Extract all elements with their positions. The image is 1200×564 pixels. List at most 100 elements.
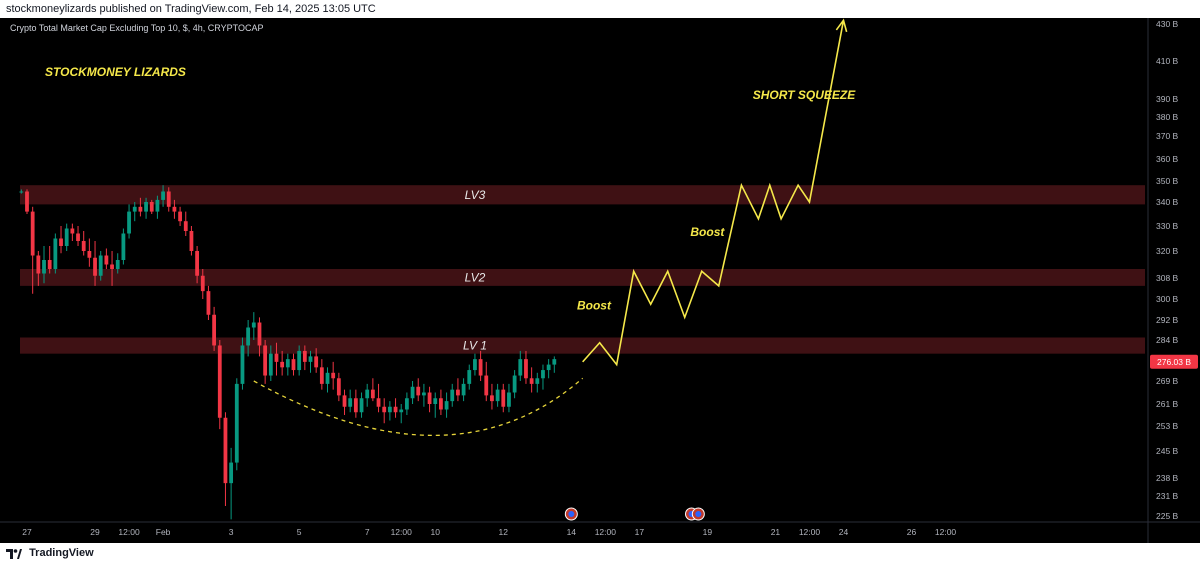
candle-body	[308, 356, 313, 362]
chart-title: Crypto Total Market Cap Excluding Top 10…	[10, 23, 263, 33]
candle-body	[484, 375, 489, 396]
projection-arrowhead	[835, 18, 848, 33]
candle-body	[138, 206, 143, 212]
price-tick-label: 410 B	[1156, 56, 1179, 66]
candle-body	[172, 206, 177, 212]
candle-body	[76, 233, 80, 241]
candle-body	[19, 191, 24, 193]
price-tick-label: 360 B	[1156, 154, 1179, 164]
candle-body	[183, 221, 188, 231]
candle-body	[353, 398, 358, 413]
candle-body	[422, 392, 426, 396]
price-chart[interactable]: LV3 LV2 LV 1 Boost Boost SHORT SQUEEZE Crypto …	[0, 18, 1200, 543]
candle-body	[251, 322, 256, 328]
candle-body	[297, 350, 302, 371]
annotation-label: Boost	[690, 225, 725, 239]
candle-body	[53, 238, 58, 269]
publisher-text: stockmoneylizards published on TradingVi…	[6, 3, 376, 15]
candle-body	[393, 406, 398, 413]
candle-body	[495, 389, 500, 402]
time-tick-label: 24	[839, 527, 849, 537]
price-tick-label: 350 B	[1156, 176, 1179, 186]
candle-body	[268, 353, 273, 376]
us-flag-event-icon[interactable]	[564, 507, 578, 521]
candle-body	[427, 392, 432, 404]
candle-body	[47, 260, 52, 269]
candle-body	[416, 386, 421, 396]
candle-body	[370, 389, 375, 399]
candle-body	[189, 231, 194, 251]
candle-body	[507, 392, 511, 407]
candle-body	[467, 370, 472, 384]
candle-body	[229, 462, 234, 484]
zone-label: LV2	[465, 270, 486, 284]
zone-2	[20, 269, 1145, 286]
time-tick-label: 12:00	[595, 527, 617, 537]
candle-body	[291, 359, 296, 371]
arc-path	[253, 377, 584, 437]
candle-body	[325, 372, 330, 384]
candle-body	[302, 350, 307, 362]
candle-body	[433, 398, 438, 404]
calendar-event-icon[interactable]	[691, 507, 705, 521]
price-tick-label: 238 B	[1156, 473, 1179, 483]
rounding-bottom-arc	[253, 377, 584, 437]
event-markers[interactable]	[564, 507, 705, 521]
candle-body	[501, 389, 506, 407]
candle-body	[155, 199, 160, 212]
price-axis[interactable]: 430 B 410 B 390 B 380 B 370 B 360 B 350 B 340 B…	[1150, 19, 1198, 521]
time-tick-label: 27	[22, 527, 32, 537]
price-tick-label: 292 B	[1156, 315, 1179, 325]
candle-body	[473, 359, 477, 371]
price-tick-label: 320 B	[1156, 246, 1179, 256]
time-tick-label: 12:00	[391, 527, 413, 537]
candle-body	[149, 202, 154, 212]
candle-body	[132, 206, 137, 212]
price-tick-label: 330 B	[1156, 221, 1179, 231]
candle-body	[70, 228, 75, 234]
price-tick-label: 380 B	[1156, 112, 1179, 122]
footer-bar: TradingView	[0, 543, 1200, 564]
time-tick-label: 26	[907, 527, 917, 537]
candle-body	[439, 398, 443, 410]
candle-body	[450, 389, 455, 402]
time-tick-label: 5	[297, 527, 302, 537]
event-marker-core	[695, 511, 702, 517]
candle-body	[161, 191, 165, 200]
candle-body	[206, 291, 211, 315]
candle-body	[404, 398, 409, 410]
price-tick-label: 231 B	[1156, 491, 1179, 501]
candle-body	[246, 327, 251, 346]
candle-body	[223, 417, 228, 484]
current-price-tag	[1150, 354, 1198, 369]
candle-body	[93, 257, 97, 276]
candle-body	[359, 398, 364, 413]
candle-body	[410, 386, 415, 399]
zone-1	[20, 185, 1145, 205]
candle-body	[104, 255, 109, 265]
candle-body	[25, 191, 29, 212]
time-tick-label: Feb	[156, 527, 171, 537]
price-tick-label: 430 B	[1156, 19, 1179, 29]
current-price-label: 276.03 B	[1157, 357, 1191, 367]
candle-body	[127, 211, 131, 234]
candle-body	[87, 251, 92, 258]
time-axis[interactable]: 27 29 12:00 Feb 3 5 7 12:00 10 12 14 12:00 17 19 21 12:…	[22, 527, 956, 537]
candle-body	[200, 275, 205, 292]
candle-body	[234, 383, 239, 463]
time-tick-label: 12:00	[799, 527, 821, 537]
grid	[0, 18, 1200, 543]
footer-brand: TradingView	[29, 547, 94, 559]
time-tick-label: 19	[703, 527, 713, 537]
candle-body	[512, 375, 517, 393]
time-tick-label: 21	[771, 527, 781, 537]
projection-line	[582, 20, 845, 367]
chart-labels: LV3 LV2 LV 1 Boost Boost SHORT SQUEEZE Crypto …	[10, 23, 856, 353]
candle-body	[166, 191, 171, 207]
candle-body	[319, 367, 324, 384]
candle-body	[30, 211, 35, 256]
candle-body	[348, 398, 353, 407]
price-tick-label: 308 B	[1156, 273, 1179, 283]
candle-body	[546, 364, 551, 371]
event-marker-core	[568, 511, 575, 517]
